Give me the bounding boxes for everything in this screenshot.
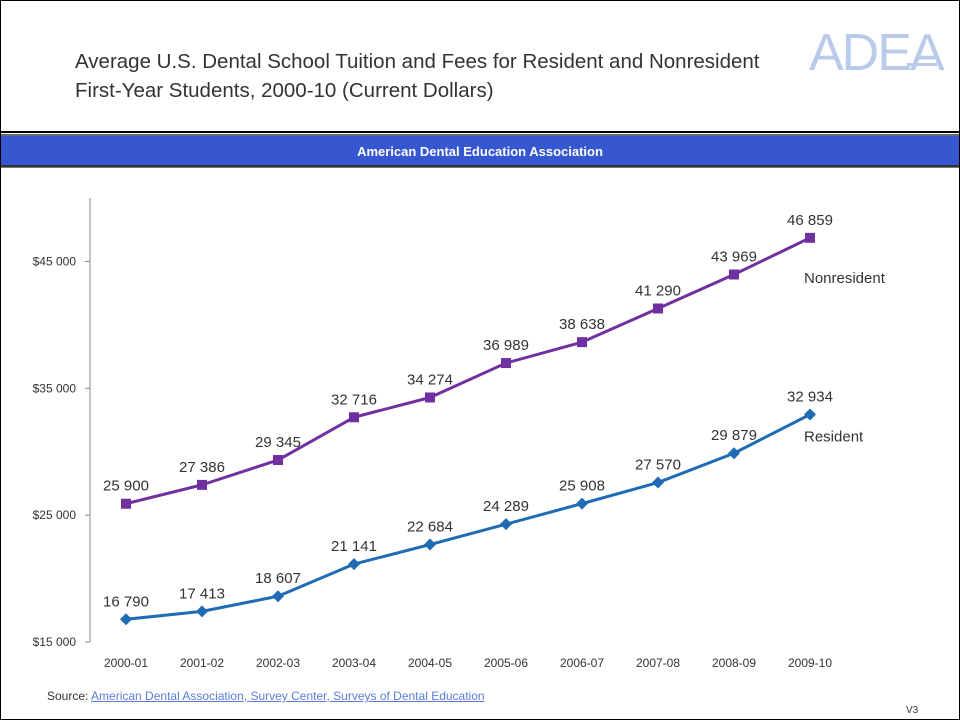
- x-tick-label: 2008-09: [712, 656, 756, 670]
- version-label: V3: [906, 705, 919, 716]
- resident-point: [272, 590, 284, 603]
- y-tick-label: $15 000: [33, 635, 77, 649]
- chart-container: $15 000 $25 000 $35 000 $45 000 2000-01 2001-…: [1, 167, 959, 708]
- nonresident-point: [349, 412, 359, 423]
- nonresident-point: [273, 455, 283, 466]
- resident-series-line: [125, 413, 811, 621]
- nonresident-data-label: 46 859: [787, 212, 833, 229]
- resident-data-label: 29 879: [711, 427, 757, 444]
- nonresident-data-label: 27 386: [179, 459, 225, 476]
- resident-series-label: Resident: [804, 428, 864, 445]
- nonresident-data-label: 36 989: [483, 337, 529, 354]
- resident-data-label: 27 570: [635, 457, 681, 474]
- nonresident-point: [501, 358, 511, 369]
- resident-data-label: 21 141: [331, 538, 377, 555]
- resident-data-label: 24 289: [483, 498, 529, 515]
- resident-point: [576, 497, 588, 510]
- nonresident-series-label: Nonresident: [804, 270, 886, 287]
- logo-text: ADEA: [809, 24, 945, 82]
- page-title: Average U.S. Dental School Tuition and F…: [75, 50, 760, 102]
- x-tick-label: 2002-03: [256, 656, 300, 670]
- resident-data-label: 32 934: [787, 388, 833, 405]
- resident-data-label: 18 607: [255, 570, 301, 587]
- tuition-line-chart: $15 000 $25 000 $35 000 $45 000 2000-01 2001-…: [33, 198, 886, 670]
- resident-data-label: 16 790: [103, 593, 149, 610]
- nonresident-point: [197, 479, 207, 490]
- nonresident-data-label: 29 345: [255, 434, 301, 451]
- source-note: Source: American Dental Association, Sur…: [47, 689, 485, 703]
- nonresident-data-label: 34 274: [407, 371, 453, 388]
- nonresident-point: [729, 269, 739, 280]
- x-tick-label: 2009-10: [788, 656, 832, 670]
- nonresident-point: [577, 337, 587, 348]
- x-tick-label: 2007-08: [636, 656, 680, 670]
- y-tick-label: $45 000: [33, 254, 77, 268]
- x-tick-label: 2003-04: [332, 656, 376, 670]
- nonresident-data-label: 38 638: [559, 316, 605, 333]
- resident-point: [120, 613, 132, 626]
- resident-point: [652, 476, 664, 489]
- resident-point: [804, 408, 816, 421]
- nonresident-data-label: 41 290: [635, 282, 681, 299]
- nonresident-data-label: 25 900: [103, 478, 149, 495]
- nonresident-series-line: [125, 236, 811, 506]
- resident-data-label: 22 684: [407, 519, 453, 536]
- resident-point: [728, 447, 740, 460]
- source-link[interactable]: American Dental Association, Survey Cent…: [91, 689, 485, 703]
- x-tick-label: 2006-07: [560, 656, 604, 670]
- resident-data-label: 17 413: [179, 585, 225, 602]
- nonresident-point: [425, 392, 435, 403]
- x-tick-label: 2001-02: [180, 656, 224, 670]
- resident-point: [500, 518, 512, 531]
- x-tick-label: 2005-06: [484, 656, 528, 670]
- x-tick-label: 2004-05: [408, 656, 452, 670]
- logo-dash: [907, 63, 937, 66]
- resident-point: [348, 558, 360, 571]
- slide-header: Average U.S. Dental School Tuition and F…: [1, 1, 959, 133]
- adea-logo: ADEA: [809, 24, 945, 87]
- x-tick-label: 2000-01: [104, 656, 148, 670]
- nonresident-point: [805, 232, 815, 243]
- resident-point: [424, 538, 436, 551]
- resident-point: [196, 605, 208, 618]
- nonresident-point: [653, 303, 663, 314]
- y-tick-label: $35 000: [33, 381, 77, 395]
- nonresident-data-label: 43 969: [711, 249, 757, 266]
- organization-banner: American Dental Education Association: [1, 134, 959, 167]
- y-tick-label: $25 000: [33, 508, 77, 522]
- nonresident-data-label: 32 716: [331, 391, 377, 408]
- nonresident-point: [121, 498, 131, 509]
- source-label: Source:: [47, 689, 89, 703]
- resident-data-label: 25 908: [559, 478, 605, 495]
